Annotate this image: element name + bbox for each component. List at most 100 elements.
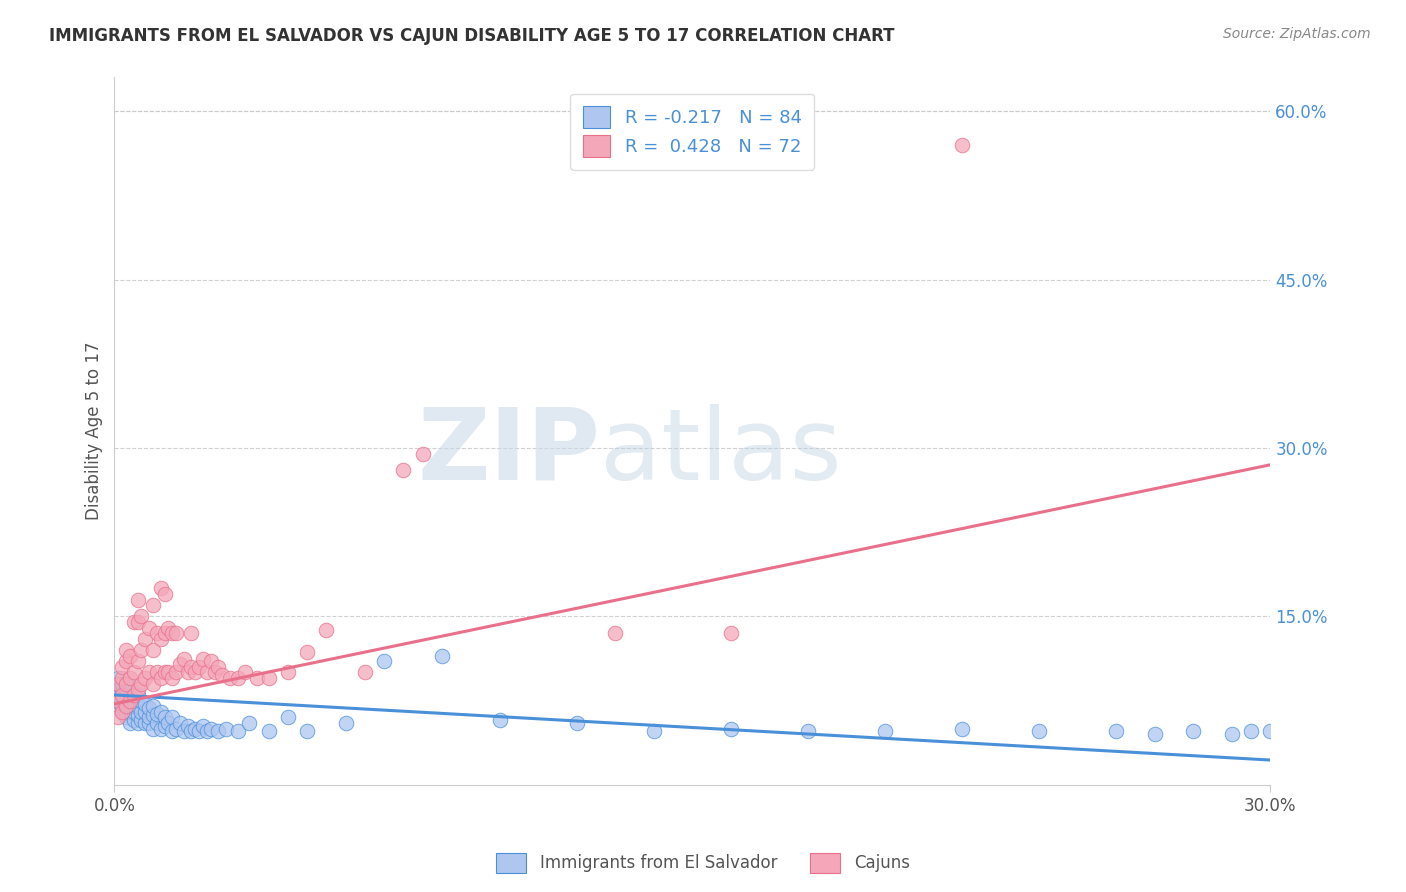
Point	[565, 716, 588, 731]
Point	[195, 723, 218, 738]
Point	[277, 710, 299, 724]
Point	[207, 723, 229, 738]
Point	[153, 719, 176, 733]
Point	[157, 621, 180, 635]
Point	[131, 676, 153, 690]
Point	[195, 665, 218, 680]
Point	[950, 137, 973, 152]
Text: ZIP: ZIP	[418, 404, 600, 500]
Point	[134, 716, 156, 731]
Point	[173, 652, 195, 666]
Point	[142, 643, 165, 657]
Point	[118, 716, 141, 731]
Point	[165, 722, 187, 736]
Point	[180, 723, 202, 738]
Point	[184, 665, 207, 680]
Point	[295, 723, 318, 738]
Point	[115, 676, 138, 690]
Point	[176, 719, 198, 733]
Point	[118, 705, 141, 719]
Point	[138, 701, 160, 715]
Point	[127, 592, 149, 607]
Point	[138, 621, 160, 635]
Point	[226, 671, 249, 685]
Point	[111, 688, 134, 702]
Point	[131, 643, 153, 657]
Point	[153, 710, 176, 724]
Point	[200, 654, 222, 668]
Point	[146, 716, 169, 731]
Point	[111, 705, 134, 719]
Point	[211, 667, 233, 681]
Point	[207, 660, 229, 674]
Point	[107, 676, 129, 690]
Point	[176, 665, 198, 680]
Point	[107, 693, 129, 707]
Point	[131, 609, 153, 624]
Point	[165, 626, 187, 640]
Point	[412, 446, 434, 460]
Point	[257, 723, 280, 738]
Text: atlas: atlas	[600, 404, 842, 500]
Point	[191, 652, 214, 666]
Point	[188, 660, 211, 674]
Point	[134, 671, 156, 685]
Point	[142, 699, 165, 714]
Point	[138, 665, 160, 680]
Point	[127, 708, 149, 723]
Point	[107, 671, 129, 685]
Point	[131, 713, 153, 727]
Point	[118, 699, 141, 714]
Point	[118, 671, 141, 685]
Point	[107, 688, 129, 702]
Point	[131, 693, 153, 707]
Point	[1240, 723, 1263, 738]
Point	[188, 723, 211, 738]
Point	[146, 665, 169, 680]
Point	[295, 645, 318, 659]
Point	[191, 719, 214, 733]
Point	[430, 648, 453, 663]
Point	[111, 676, 134, 690]
Point	[122, 665, 145, 680]
Point	[118, 693, 141, 707]
Point	[238, 716, 260, 731]
Point	[127, 682, 149, 697]
Point	[1143, 727, 1166, 741]
Point	[118, 690, 141, 705]
Point	[153, 626, 176, 640]
Point	[111, 660, 134, 674]
Point	[488, 713, 510, 727]
Point	[122, 705, 145, 719]
Point	[115, 699, 138, 714]
Point	[142, 598, 165, 612]
Point	[1260, 723, 1282, 738]
Point	[315, 623, 337, 637]
Point	[107, 693, 129, 707]
Point	[149, 705, 172, 719]
Point	[111, 688, 134, 702]
Point	[149, 582, 172, 596]
Point	[118, 648, 141, 663]
Text: IMMIGRANTS FROM EL SALVADOR VS CAJUN DISABILITY AGE 5 TO 17 CORRELATION CHART: IMMIGRANTS FROM EL SALVADOR VS CAJUN DIS…	[49, 27, 894, 45]
Point	[226, 723, 249, 738]
Point	[173, 723, 195, 738]
Point	[111, 699, 134, 714]
Point	[107, 710, 129, 724]
Point	[169, 657, 191, 671]
Point	[797, 723, 820, 738]
Point	[115, 705, 138, 719]
Point	[115, 682, 138, 697]
Point	[157, 716, 180, 731]
Point	[246, 671, 269, 685]
Point	[149, 632, 172, 646]
Point	[720, 722, 742, 736]
Point	[184, 722, 207, 736]
Point	[1028, 723, 1050, 738]
Point	[950, 722, 973, 736]
Point	[127, 654, 149, 668]
Point	[122, 688, 145, 702]
Legend: Immigrants from El Salvador, Cajuns: Immigrants from El Salvador, Cajuns	[489, 847, 917, 880]
Point	[111, 705, 134, 719]
Point	[180, 660, 202, 674]
